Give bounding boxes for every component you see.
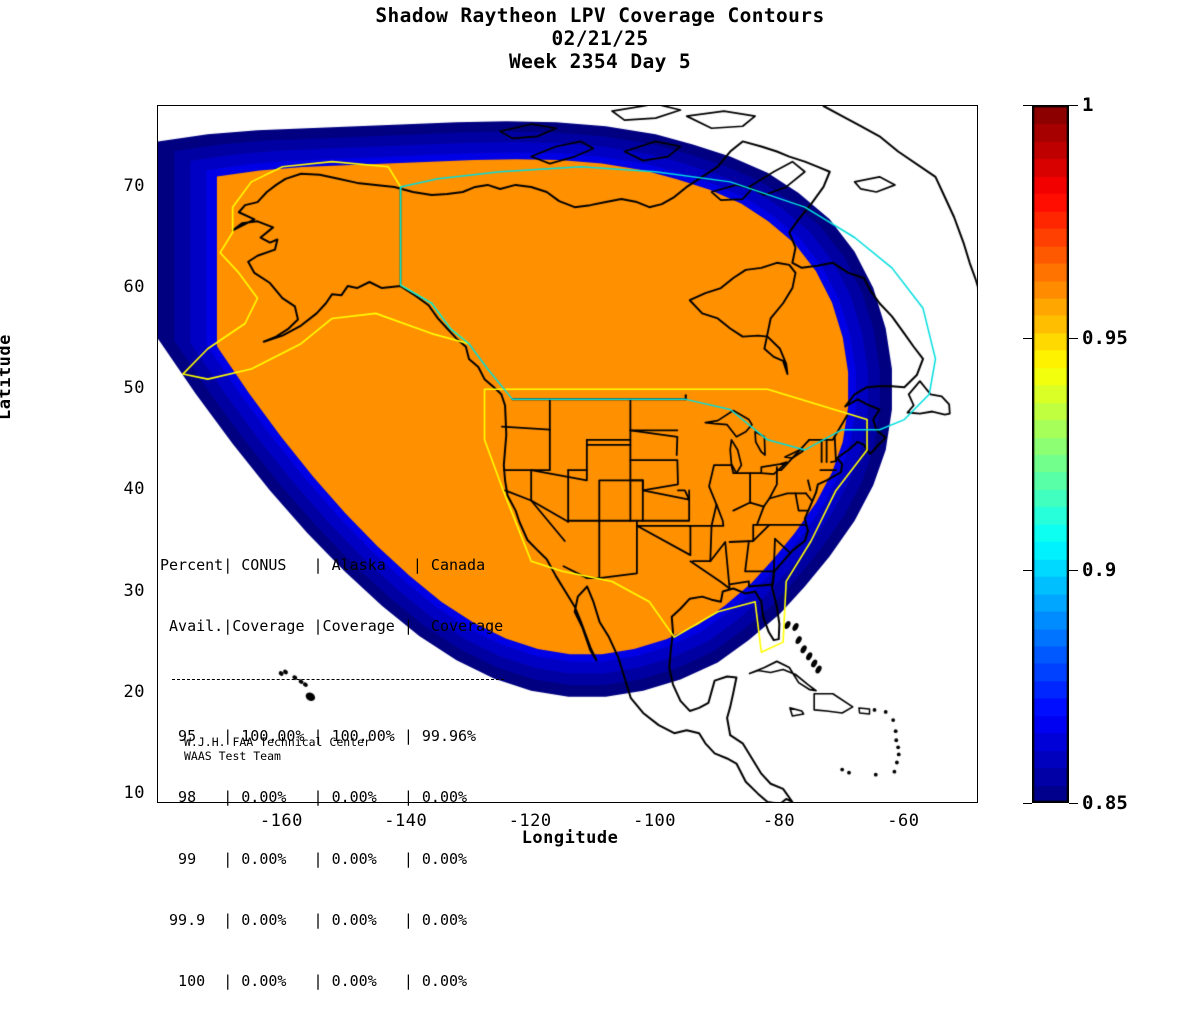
x-tick-label: -160 (259, 811, 303, 831)
y-tick-label: 60 (123, 277, 145, 298)
title-line-2: 02/21/25 (551, 27, 649, 50)
credit-line-2: WAAS Test Team (184, 749, 281, 763)
colorbar-tick-label: 0.9 (1082, 559, 1117, 582)
title-line-1: Shadow Raytheon LPV Coverage Contours (375, 4, 825, 27)
table-header-row-1: Percent| CONUS | Alaska | Canada (160, 555, 486, 574)
table-row: 99.9 | 0.00% | 0.00% | 0.00% (160, 910, 468, 929)
y-tick-label: 10 (123, 782, 145, 803)
x-axis-label: Longitude (521, 828, 619, 848)
credit-block: W.J.H. FAA Technical Center WAAS Test Te… (184, 735, 371, 763)
y-tick-label: 20 (123, 681, 145, 702)
x-tick-label: -60 (887, 811, 920, 831)
y-axis-label: Latitude (0, 334, 15, 420)
colorbar-tick-label: 0.85 (1082, 792, 1128, 814)
y-tick-label: 30 (123, 580, 145, 601)
colorbar-tick-mark (1069, 570, 1078, 572)
colorbar-inner-tick (1023, 570, 1032, 572)
colorbar-inner-tick (1023, 803, 1032, 804)
chart-title-block: Shadow Raytheon LPV Coverage Contours 02… (0, 4, 1200, 73)
table-row: 98 | 0.00% | 0.00% | 0.00% (160, 788, 468, 807)
colorbar-inner-tick (1023, 105, 1032, 106)
y-tick-label: 40 (123, 479, 145, 500)
colorbar-tick-label: 1 (1082, 94, 1094, 116)
x-tick-label: -100 (633, 811, 677, 831)
colorbar-tick-mark (1069, 803, 1078, 804)
colorbar-tick-label: 0.95 (1082, 326, 1128, 349)
colorbar-tick-mark (1069, 105, 1078, 106)
table-row: 99 | 0.00% | 0.00% | 0.00% (160, 849, 468, 868)
x-tick-label: -80 (762, 811, 796, 831)
colorbar-group: 0.85 0.9 0.95 1 (1023, 94, 1128, 814)
table-row: 95 | 100.00% | 100.00% | 99.96% (160, 727, 477, 746)
colorbar-tick-mark (1069, 337, 1078, 339)
x-tick-label: -120 (508, 811, 552, 831)
colorbar-inner-tick (1023, 337, 1032, 339)
table-separator (160, 677, 505, 685)
colorbar-gradient (1032, 105, 1069, 803)
x-tick-label: -140 (384, 811, 428, 831)
table-row: 100 | 0.00% | 0.00% | 0.00% (160, 971, 468, 990)
y-tick-label: 50 (123, 378, 145, 399)
y-tick-label: 70 (123, 175, 145, 196)
table-header-row-2: Avail.|Coverage |Coverage | Coverage (160, 617, 504, 636)
coverage-contour-canvas (158, 106, 977, 802)
title-line-3: Week 2354 Day 5 (508, 50, 692, 73)
coverage-map-plot (157, 105, 978, 803)
credit-line-1: W.J.H. FAA Technical Center (184, 735, 371, 749)
